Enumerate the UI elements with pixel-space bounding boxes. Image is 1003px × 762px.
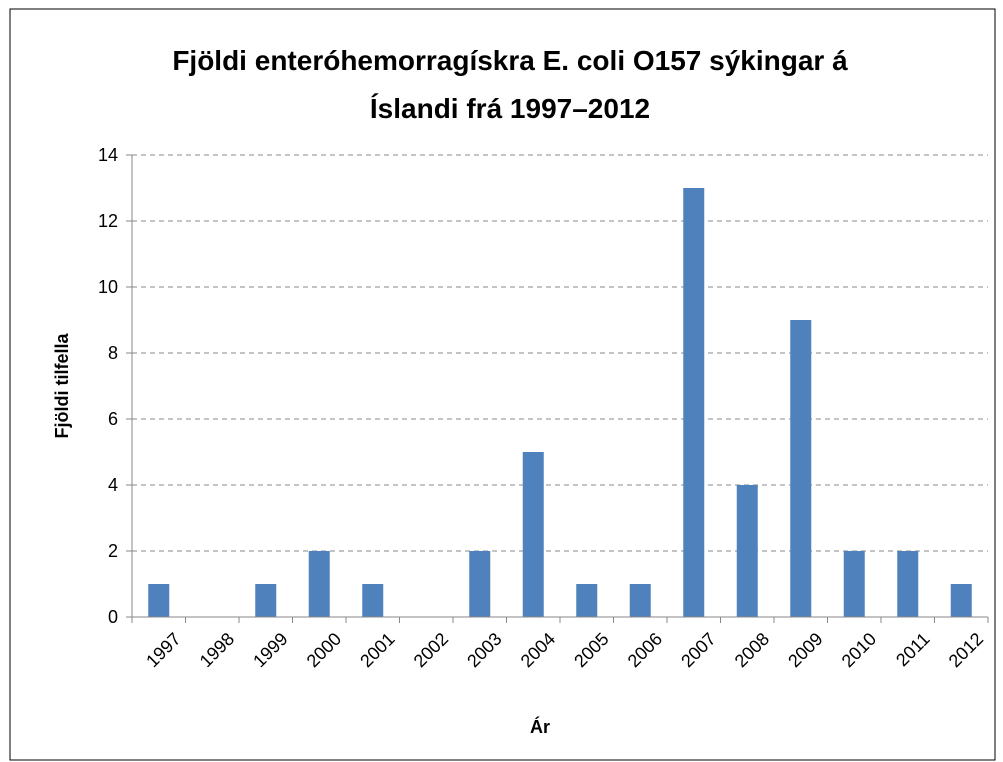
y-tick-label: 12 (98, 211, 118, 231)
y-tick-label: 14 (98, 145, 118, 165)
y-tick-label: 0 (108, 607, 118, 627)
bar (148, 584, 170, 617)
x-axis-label: Ár (530, 716, 550, 737)
bar (790, 320, 812, 617)
bar (469, 551, 491, 617)
bar (843, 551, 865, 617)
chart-title: Íslandi frá 1997–2012 (370, 93, 650, 124)
y-tick-label: 2 (108, 541, 118, 561)
y-axis-label: Fjöldi tilfella (52, 333, 72, 439)
chart-title: Fjöldi enteróhemorragískra E. coli O157 … (172, 45, 848, 76)
bar (576, 584, 598, 617)
bar (683, 188, 705, 617)
bar (308, 551, 330, 617)
y-tick-label: 10 (98, 277, 118, 297)
y-tick-label: 6 (108, 409, 118, 429)
y-tick-label: 8 (108, 343, 118, 363)
chart-frame (9, 8, 996, 761)
y-tick-label: 4 (108, 475, 118, 495)
bar (522, 452, 544, 617)
bar (736, 485, 758, 617)
bar (629, 584, 651, 617)
bar (362, 584, 384, 617)
bar (950, 584, 972, 617)
bar (255, 584, 277, 617)
bar (897, 551, 919, 617)
